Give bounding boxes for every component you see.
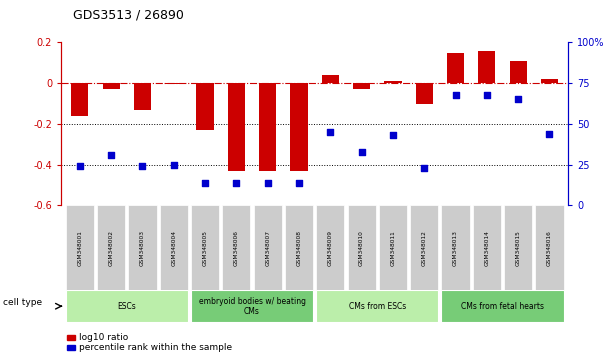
Point: [106, 152, 116, 158]
Point: [169, 162, 178, 167]
Bar: [197, 83, 214, 130]
Bar: [66, 290, 188, 322]
Bar: [415, 83, 433, 103]
Text: CMs from ESCs: CMs from ESCs: [349, 302, 406, 311]
Bar: [353, 83, 370, 89]
Bar: [103, 83, 120, 89]
Text: embryoid bodies w/ beating
CMs: embryoid bodies w/ beating CMs: [199, 297, 306, 316]
Point: [137, 164, 147, 169]
Point: [200, 180, 210, 185]
Text: GDS3513 / 26890: GDS3513 / 26890: [73, 8, 184, 21]
Bar: [510, 61, 527, 83]
Text: GSM348012: GSM348012: [422, 230, 426, 266]
Bar: [165, 83, 183, 84]
Bar: [228, 83, 245, 171]
Bar: [384, 81, 401, 83]
Text: GSM348003: GSM348003: [140, 230, 145, 266]
Text: ESCs: ESCs: [117, 302, 136, 311]
Text: GSM348005: GSM348005: [203, 230, 208, 266]
Bar: [410, 205, 438, 290]
Text: GSM348001: GSM348001: [78, 230, 82, 266]
Bar: [535, 205, 563, 290]
Point: [263, 180, 273, 185]
Text: GSM348014: GSM348014: [485, 230, 489, 266]
Bar: [504, 205, 532, 290]
Bar: [285, 205, 313, 290]
Bar: [97, 205, 125, 290]
Point: [419, 165, 429, 171]
Bar: [254, 205, 282, 290]
Bar: [541, 79, 558, 83]
Bar: [316, 205, 345, 290]
Point: [294, 180, 304, 185]
Text: GSM348006: GSM348006: [234, 230, 239, 266]
Text: GSM348007: GSM348007: [265, 230, 270, 266]
Bar: [478, 51, 496, 83]
Point: [326, 129, 335, 135]
Bar: [134, 83, 151, 110]
Bar: [259, 83, 276, 171]
Text: percentile rank within the sample: percentile rank within the sample: [79, 343, 233, 353]
Bar: [441, 205, 470, 290]
Text: GSM348009: GSM348009: [328, 230, 333, 266]
Point: [513, 97, 523, 102]
Bar: [71, 83, 89, 116]
Point: [451, 92, 461, 97]
Bar: [348, 205, 376, 290]
Point: [357, 149, 367, 154]
Text: GSM348016: GSM348016: [547, 230, 552, 266]
Bar: [441, 290, 563, 322]
Point: [388, 132, 398, 138]
Bar: [316, 290, 438, 322]
Bar: [222, 205, 251, 290]
Text: GSM348010: GSM348010: [359, 230, 364, 266]
Text: GSM348002: GSM348002: [109, 230, 114, 266]
Bar: [128, 205, 156, 290]
Text: CMs from fetal hearts: CMs from fetal hearts: [461, 302, 544, 311]
Text: log10 ratio: log10 ratio: [79, 333, 129, 342]
Text: GSM348004: GSM348004: [171, 230, 177, 266]
Bar: [159, 205, 188, 290]
Bar: [191, 205, 219, 290]
Bar: [379, 205, 407, 290]
Point: [232, 180, 241, 185]
Text: cell type: cell type: [3, 298, 42, 307]
Text: GSM348015: GSM348015: [516, 230, 521, 266]
Text: GSM348008: GSM348008: [296, 230, 301, 266]
Bar: [290, 83, 307, 171]
Bar: [473, 205, 501, 290]
Text: GSM348013: GSM348013: [453, 230, 458, 266]
Point: [75, 164, 85, 169]
Bar: [191, 290, 313, 322]
Bar: [322, 75, 339, 83]
Text: GSM348011: GSM348011: [390, 230, 395, 266]
Point: [544, 131, 554, 137]
Point: [482, 92, 492, 97]
Bar: [66, 205, 94, 290]
Bar: [447, 53, 464, 83]
